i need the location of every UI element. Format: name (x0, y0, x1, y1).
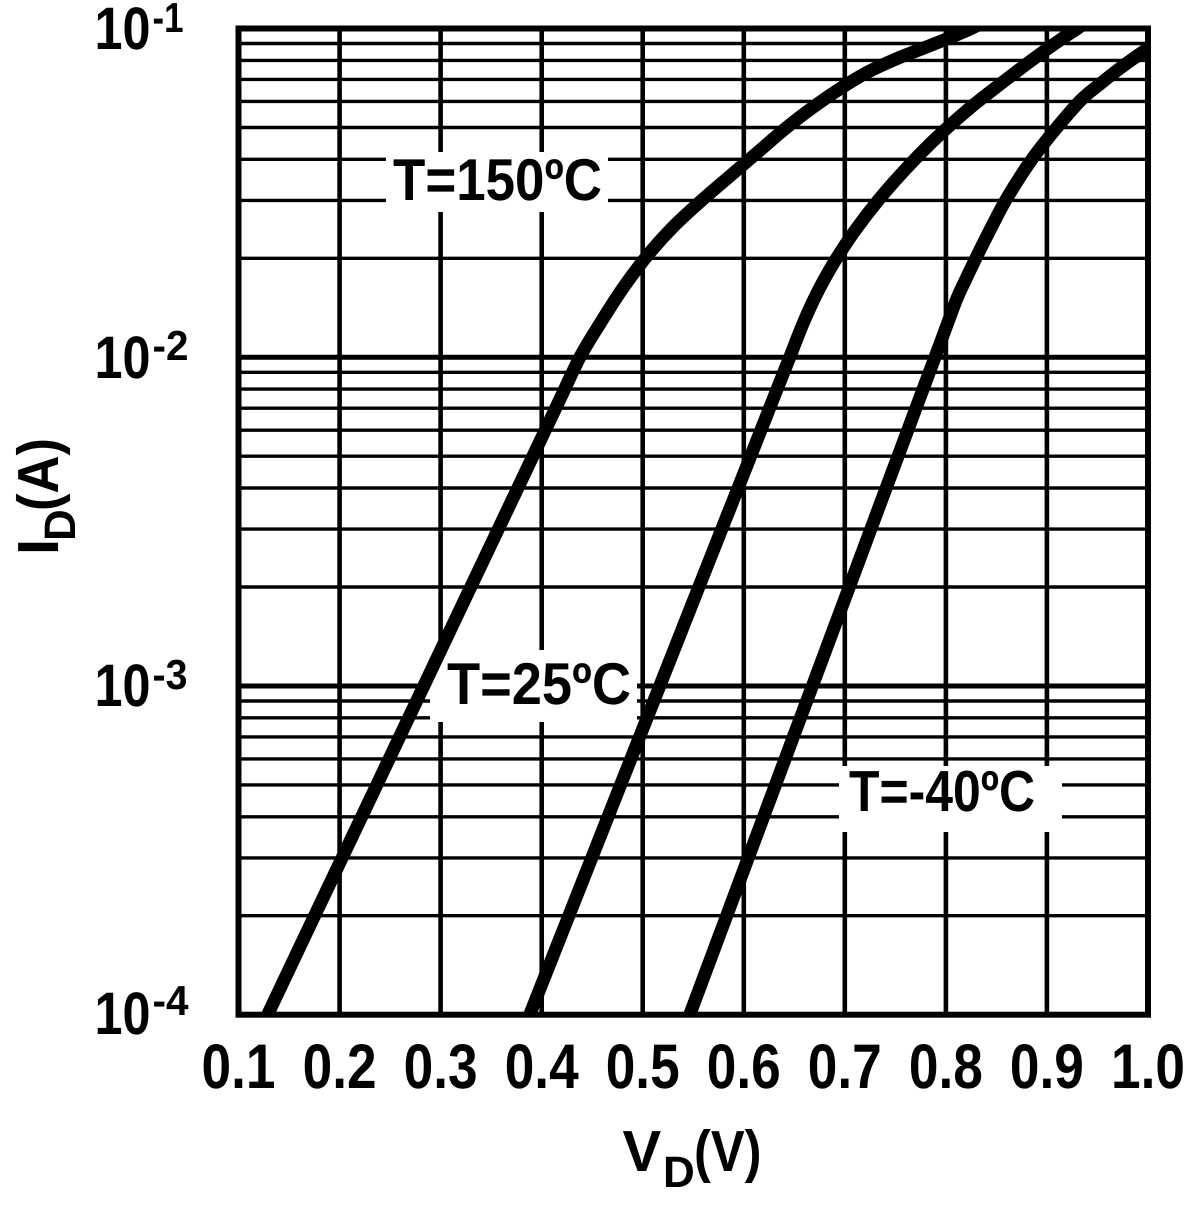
svg-text:T=-40ºC: T=-40ºC (849, 759, 1035, 824)
svg-text:T=150ºC: T=150ºC (393, 147, 602, 213)
svg-text:V: V (623, 1119, 662, 1184)
svg-text:0.8: 0.8 (909, 1032, 983, 1102)
svg-text:T=25ºC: T=25ºC (447, 651, 631, 717)
svg-text:-3: -3 (153, 651, 188, 698)
svg-text:D: D (663, 1148, 695, 1197)
svg-text:10: 10 (95, 324, 151, 391)
svg-text:0.9: 0.9 (1010, 1032, 1084, 1102)
svg-text:(A): (A) (6, 438, 71, 511)
svg-text:D: D (36, 509, 85, 541)
svg-text:10: 10 (95, 0, 151, 62)
svg-text:1.0: 1.0 (1111, 1032, 1185, 1102)
svg-text:-1: -1 (153, 0, 184, 41)
svg-text:0.1: 0.1 (202, 1032, 276, 1102)
svg-text:(V): (V) (694, 1119, 762, 1184)
svg-text:0.7: 0.7 (808, 1032, 882, 1102)
svg-text:10: 10 (95, 980, 151, 1047)
svg-text:0.3: 0.3 (404, 1032, 478, 1102)
svg-text:-2: -2 (153, 322, 189, 369)
svg-text:0.5: 0.5 (606, 1032, 680, 1102)
svg-text:0.2: 0.2 (303, 1032, 377, 1102)
svg-text:0.6: 0.6 (707, 1032, 781, 1102)
svg-text:0.4: 0.4 (505, 1032, 579, 1102)
svg-text:-4: -4 (153, 977, 190, 1024)
svg-text:I: I (6, 539, 71, 555)
svg-text:10: 10 (95, 652, 151, 719)
